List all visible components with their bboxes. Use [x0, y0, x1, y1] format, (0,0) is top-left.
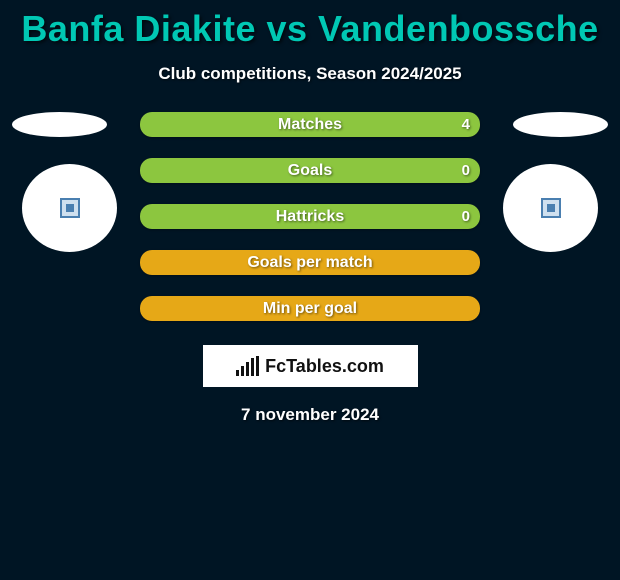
- stat-rows: Matches 4 Goals 0 Hattricks 0 Goals per …: [140, 112, 480, 321]
- stat-value-right: 4: [462, 116, 470, 133]
- stat-row: Goals 0: [140, 158, 480, 183]
- watermark-text: FcTables.com: [265, 356, 384, 377]
- stat-label: Min per goal: [263, 300, 357, 318]
- stat-row: Hattricks 0: [140, 204, 480, 229]
- stat-value-right: 0: [462, 208, 470, 225]
- stat-label: Goals per match: [247, 254, 372, 272]
- stat-row: Min per goal: [140, 296, 480, 321]
- bar-chart-icon: [236, 356, 259, 376]
- source-watermark: FcTables.com: [203, 345, 418, 387]
- stat-row: Matches 4: [140, 112, 480, 137]
- stat-label: Matches: [278, 116, 342, 134]
- snapshot-date: 7 november 2024: [0, 405, 620, 425]
- placeholder-avatar-icon: [60, 198, 80, 218]
- stat-value-right: 0: [462, 162, 470, 179]
- player-avatar-left: [22, 164, 117, 252]
- stat-row: Goals per match: [140, 250, 480, 275]
- stat-label: Goals: [288, 162, 332, 180]
- club-badge-right: [513, 112, 608, 137]
- page-title: Banfa Diakite vs Vandenbossche: [0, 0, 620, 50]
- stat-label: Hattricks: [276, 208, 344, 226]
- player-avatar-right: [503, 164, 598, 252]
- club-badge-left: [12, 112, 107, 137]
- comparison-stage: Matches 4 Goals 0 Hattricks 0 Goals per …: [0, 112, 620, 425]
- page-subtitle: Club competitions, Season 2024/2025: [0, 64, 620, 84]
- placeholder-avatar-icon: [541, 198, 561, 218]
